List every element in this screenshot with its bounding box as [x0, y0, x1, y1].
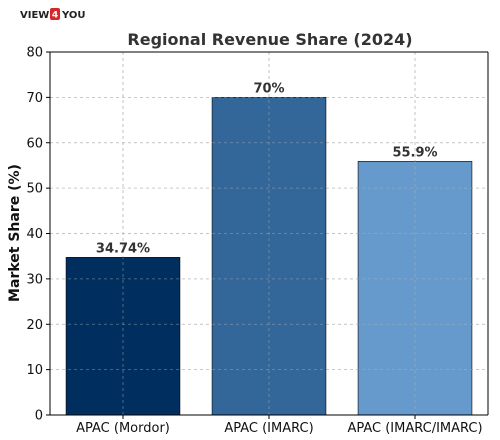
- axes: [46, 51, 489, 419]
- x-tick-label: APAC (Mordor): [76, 421, 170, 436]
- watermark-logo: VIEWS 4 YOU: [20, 8, 86, 21]
- watermark-prefix: VIEWS: [20, 10, 57, 21]
- y-tick-label: 70: [26, 91, 43, 106]
- y-tick-label: 80: [26, 46, 43, 61]
- y-tick-label: 30: [26, 272, 43, 287]
- x-tick-label: APAC (IMARC): [224, 421, 313, 436]
- watermark-badge: [50, 8, 60, 20]
- data-label: 70%: [253, 81, 284, 96]
- y-tick-label: 20: [26, 318, 43, 333]
- y-tick-label: 10: [26, 363, 43, 378]
- y-axis-label: Market Share (%): [7, 164, 23, 302]
- bars: [50, 51, 488, 416]
- watermark-number: 4: [52, 11, 58, 21]
- x-tick-label: APAC (IMARC/IMARC): [347, 421, 482, 436]
- watermark-suffix: YOU: [61, 10, 86, 21]
- labels: 0 10 20 30 40 50 60 70 80 APAC (Mordor) APAC (IMAR…: [26, 46, 482, 437]
- chart-title: Regional Revenue Share (2024): [127, 30, 412, 49]
- y-tick-label: 50: [26, 182, 43, 197]
- y-tick-label: 40: [26, 227, 43, 242]
- y-tick-label: 0: [35, 409, 43, 424]
- y-tick-label: 60: [26, 136, 43, 151]
- data-label: 55.9%: [392, 145, 437, 160]
- data-label: 34.74%: [96, 241, 150, 256]
